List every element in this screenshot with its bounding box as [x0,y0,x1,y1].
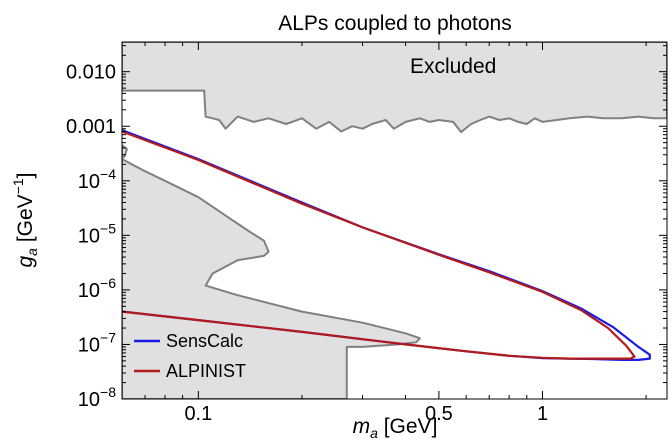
x-axis-label: ma [GeV] [353,415,438,441]
x-tick-label: 1 [537,403,548,425]
chart-title: ALPs coupled to photons [278,12,512,35]
y-tick-label: 10−5 [78,220,116,247]
plot-frame [121,41,668,400]
annotation-excluded: Excluded [410,55,496,78]
y-tick-label: 10−8 [78,384,116,411]
y-tick-label: 10−4 [78,166,116,193]
legend: SensCalc ALPINIST [134,331,246,381]
legend-label-senscalc: SensCalc [166,331,243,351]
x-tick-label: 0.1 [184,403,212,425]
annotations: Excluded [410,55,496,78]
series-line-alpinist [122,130,636,360]
series-lines [122,129,651,361]
excluded-regions [122,42,667,399]
y-tick-label: 10−6 [78,275,116,302]
y-axis-label: ga [GeV−1] [10,173,40,268]
y-tick-label: 10−7 [78,329,116,356]
y-tick-label: 0.001 [66,116,116,138]
x-tick-label: 0.5 [425,403,453,425]
excluded-region-lower [122,158,421,399]
y-tick-label: 0.010 [66,62,116,84]
excluded-region-left-sliver [122,144,128,160]
x-axis: 0.1 0.5 1 [121,42,647,425]
excluded-region-upper [122,42,667,134]
y-axis: 10−8 10−7 10−6 10−5 10−4 0.001 0.010 [66,45,667,411]
legend-label-alpinist: ALPINIST [166,361,246,381]
